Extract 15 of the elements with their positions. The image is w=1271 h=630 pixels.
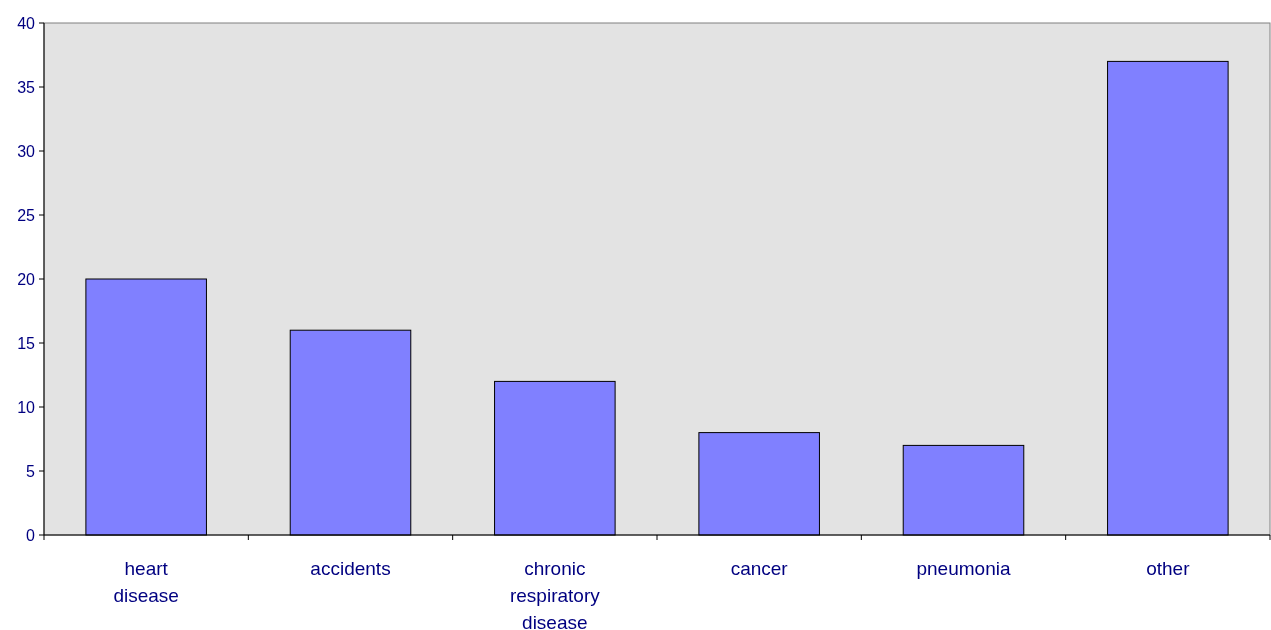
y-tick-label: 20 [17, 270, 36, 288]
y-tick-label: 0 [26, 526, 36, 544]
x-tick-label: cancer [730, 558, 789, 579]
x-tick-label: chronic respiratory disease [509, 558, 601, 630]
y-tick-label: 40 [17, 14, 36, 32]
x-tick-label: pneumonia [916, 558, 1011, 579]
y-tick-label: 30 [17, 142, 36, 160]
x-tick-label: other [1146, 558, 1191, 579]
y-tick-label: 25 [17, 206, 36, 224]
x-tick-label: accidents [310, 558, 391, 579]
y-tick-label: 5 [26, 462, 36, 480]
x-tick-label: heart disease [113, 558, 179, 606]
y-tick-label: 10 [17, 398, 36, 416]
y-tick-label: 35 [17, 78, 36, 96]
y-tick-label: 15 [17, 334, 36, 352]
